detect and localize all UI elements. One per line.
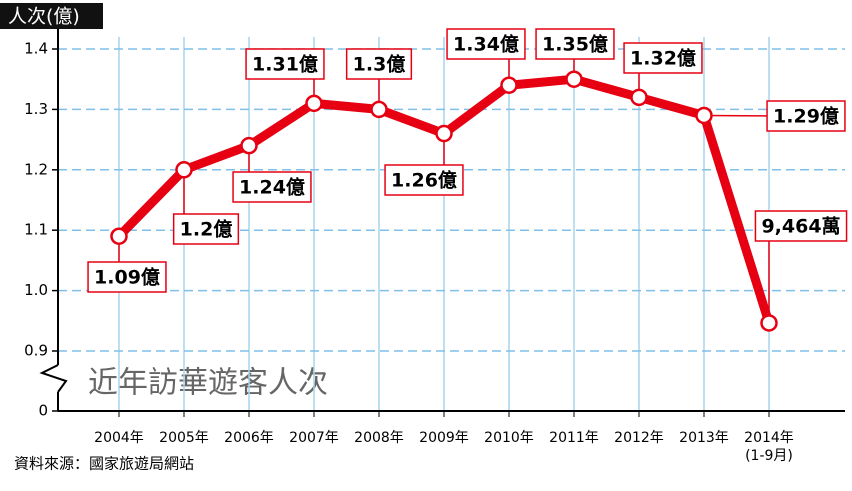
x-tick-label: 2007年: [289, 430, 339, 446]
y-tick-label: 1.4: [24, 40, 48, 58]
y-tick-label: 1.1: [24, 221, 48, 239]
label-box: [446, 28, 526, 60]
label-box: [384, 164, 464, 196]
point: [305, 94, 323, 113]
annotation: 近年訪華遊客人次: [88, 366, 328, 401]
point: [760, 314, 778, 332]
label-box: [766, 100, 846, 132]
value-label: 1.29億: [773, 105, 839, 128]
x-tick-label: 2013年: [679, 430, 729, 446]
label-box: [345, 48, 413, 80]
label-box: [623, 42, 703, 74]
value-label: 1.31億: [252, 53, 318, 76]
label-box: [535, 28, 615, 60]
point: [630, 88, 648, 107]
point: [500, 76, 518, 94]
point: [110, 227, 128, 245]
label-box: [172, 213, 240, 245]
y-tick-label: 1.2: [24, 160, 48, 178]
source: 資料來源：國家旅遊局網站: [14, 455, 194, 473]
x-tick-label: 2014年(1-9月): [744, 430, 794, 464]
axis-label-box: [0, 3, 103, 29]
x-tick-label: 2005年: [159, 430, 209, 446]
y-tick-label: 0: [38, 402, 48, 420]
point: [695, 106, 713, 125]
point: [435, 124, 453, 143]
value-label: 1.3億: [353, 53, 406, 76]
y-tick-label: 1.3: [24, 100, 48, 118]
x-tick-label: 2009年: [419, 430, 469, 446]
label-box: [87, 261, 167, 293]
label-box: [232, 171, 312, 203]
x-tick-label: 2012年: [614, 430, 664, 446]
value-label: 1.09億: [94, 266, 160, 289]
value-label: 9,464萬: [761, 216, 840, 238]
value-label: 1.35億: [542, 33, 608, 56]
point: [240, 136, 258, 155]
value-label: 1.32億: [630, 47, 696, 70]
point: [565, 70, 583, 88]
value-label: 1.24億: [239, 176, 305, 199]
point: [175, 161, 193, 179]
value-label: 1.34億: [453, 33, 519, 56]
label-box: [754, 210, 848, 242]
leader: [703, 114, 777, 117]
x-tick-label: 2004年: [94, 430, 144, 446]
y-tick-label: 1.0: [24, 281, 48, 299]
value-label: 1.26億: [391, 169, 457, 192]
label-box: [245, 48, 325, 80]
x-tick-label: 2006年: [224, 430, 274, 446]
x-tick-label: 2008年: [354, 430, 404, 446]
point: [370, 100, 388, 119]
axis-break: [39, 364, 68, 393]
x-tick-label: 2010年: [484, 430, 534, 446]
x-tick-label: 2011年: [549, 430, 599, 446]
y-axis-label: 人次(億): [8, 6, 80, 28]
y-tick-label: 0.9: [24, 342, 48, 360]
value-label: 1.2億: [180, 218, 233, 241]
